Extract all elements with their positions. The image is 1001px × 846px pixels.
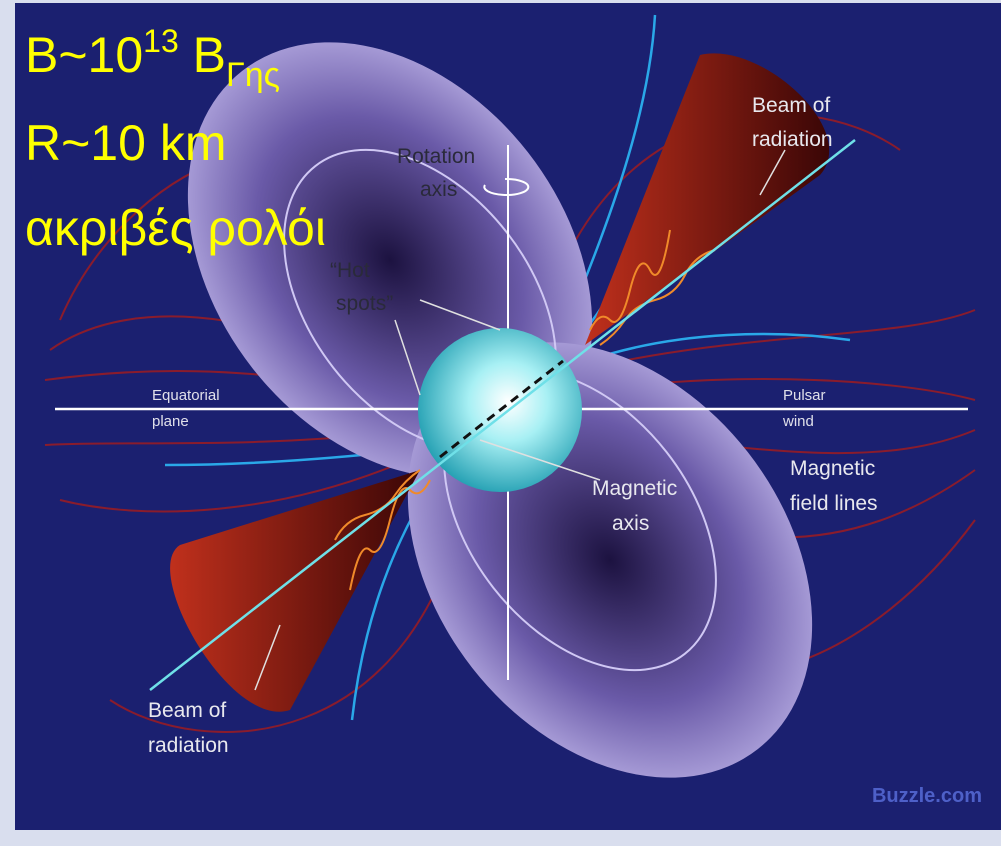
pulsar-wind-label: Pulsar wind (782, 387, 826, 430)
rotation-label: Rotation axis (397, 145, 475, 201)
hot-spots-label: “Hot spots” (330, 259, 393, 315)
beam-cone (170, 470, 420, 712)
overlay-line: ακριβές ρολόι (25, 200, 326, 256)
field-lines-label: Magnetic field lines (790, 457, 878, 515)
equatorial-label: Equatorial plane (152, 387, 220, 430)
magnetic-axis-inside (439, 359, 564, 459)
magnetic-axis-label: Magnetic axis (592, 477, 677, 535)
beam-label: Beam of radiation (752, 94, 833, 151)
beam-label: Beam of radiation (148, 699, 229, 757)
magnetic-axis (149, 139, 856, 691)
overlay-line: R~10 km (25, 115, 226, 171)
rotation-arrow (483, 177, 530, 196)
credit: Buzzle.com (872, 785, 982, 807)
pointers (254, 149, 786, 691)
overlay-line: B~1013 BΓης (25, 23, 280, 94)
beam-cone (585, 53, 830, 345)
